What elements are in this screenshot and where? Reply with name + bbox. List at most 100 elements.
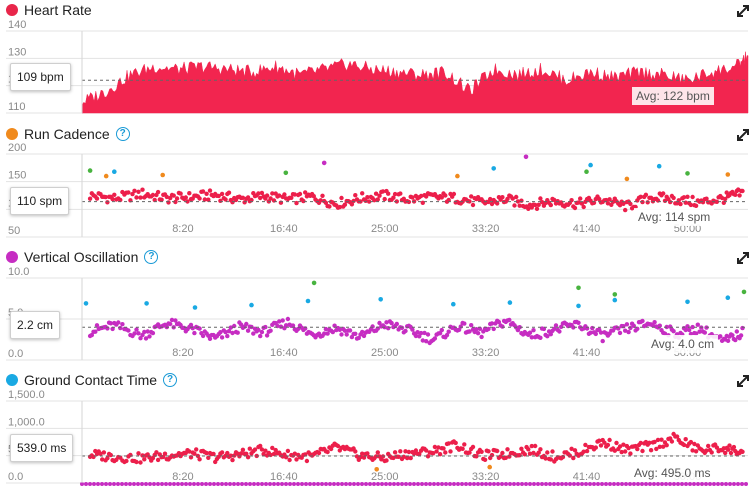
data-point [304,482,308,486]
data-point [228,482,232,486]
data-point [353,331,358,336]
data-point [510,196,515,201]
data-point [112,192,117,197]
data-point [517,203,522,208]
expand-icon[interactable] [736,374,750,388]
data-point [728,482,732,486]
data-point [225,450,230,456]
data-point [626,445,631,451]
data-point [136,189,141,194]
data-point [424,448,429,453]
panel-header: Run Cadence ? [6,124,130,144]
data-point [144,482,148,486]
data-point [101,450,107,455]
data-point [126,328,131,333]
data-point [623,449,628,454]
data-point [155,189,161,195]
data-point [124,458,129,464]
panel-title: Run Cadence [24,126,110,142]
data-point [624,322,630,327]
data-point [572,482,576,486]
data-point [410,195,415,200]
data-point [83,301,89,306]
data-point [285,448,291,454]
data-point [424,482,428,486]
data-point [704,196,709,201]
data-point [524,482,528,486]
data-point [96,482,100,486]
ground-contact-time-chart[interactable]: 1,500.01,000.0500.00.08:2016:4025:0033:2… [0,370,756,492]
x-tick-label: 33:20 [472,471,500,483]
data-point [150,330,156,336]
data-point [533,202,538,208]
help-icon[interactable]: ? [115,127,130,141]
help-icon[interactable]: ? [163,373,178,387]
data-point [136,331,141,336]
data-point [283,323,289,328]
x-tick-label: 41:40 [573,223,601,235]
expand-icon[interactable] [736,251,750,265]
data-point [259,329,265,335]
ground-contact-time-dot-icon [6,374,18,386]
expand-icon[interactable] [736,128,750,142]
data-point [160,482,164,486]
data-point [197,196,202,201]
data-point [263,448,268,453]
data-point [456,482,460,486]
average-label: Avg: 114 spm [634,208,715,226]
data-point [134,459,139,465]
data-point [724,482,728,486]
data-point [398,191,403,196]
data-point [522,452,527,457]
data-point [588,482,592,486]
data-point [674,434,680,439]
data-point [527,330,533,335]
data-point [219,335,225,340]
data-point [342,328,348,333]
data-point [512,482,516,486]
data-point [474,454,479,459]
data-point [559,324,564,329]
data-point [323,326,329,332]
current-value-box: 539.0 ms [10,434,74,462]
data-point [702,330,707,335]
data-point [245,195,251,200]
expand-icon[interactable] [736,4,750,18]
data-point [440,482,444,486]
data-point [364,482,368,486]
data-point [87,168,93,173]
data-point [548,332,553,337]
data-point [540,482,544,486]
data-point [534,206,540,211]
current-value-box: 2.2 cm [10,311,61,339]
data-point [661,444,666,449]
x-tick-label: 8:20 [172,347,193,359]
data-point [188,322,194,328]
data-point [268,196,273,201]
x-tick-label: 33:20 [472,223,500,235]
data-point [365,451,370,456]
data-point [282,192,287,197]
data-point [420,482,424,486]
data-point [418,330,424,336]
data-point [425,332,431,337]
data-point [439,327,444,333]
data-point [89,332,95,338]
data-point [470,444,476,450]
data-point [361,455,367,460]
help-icon[interactable]: ? [144,250,159,264]
data-point [700,482,704,486]
heart-rate-chart[interactable]: 1401301201108:2016:4025:0033:2041:4050:0… [0,0,756,122]
data-point [367,199,372,204]
data-point [238,451,244,456]
data-point [531,328,536,333]
data-point [420,338,425,343]
data-point [531,450,536,456]
y-tick-label: 140 [8,19,26,31]
data-point [552,482,556,486]
data-point [100,482,104,486]
data-point [486,449,491,454]
data-point [640,318,645,324]
